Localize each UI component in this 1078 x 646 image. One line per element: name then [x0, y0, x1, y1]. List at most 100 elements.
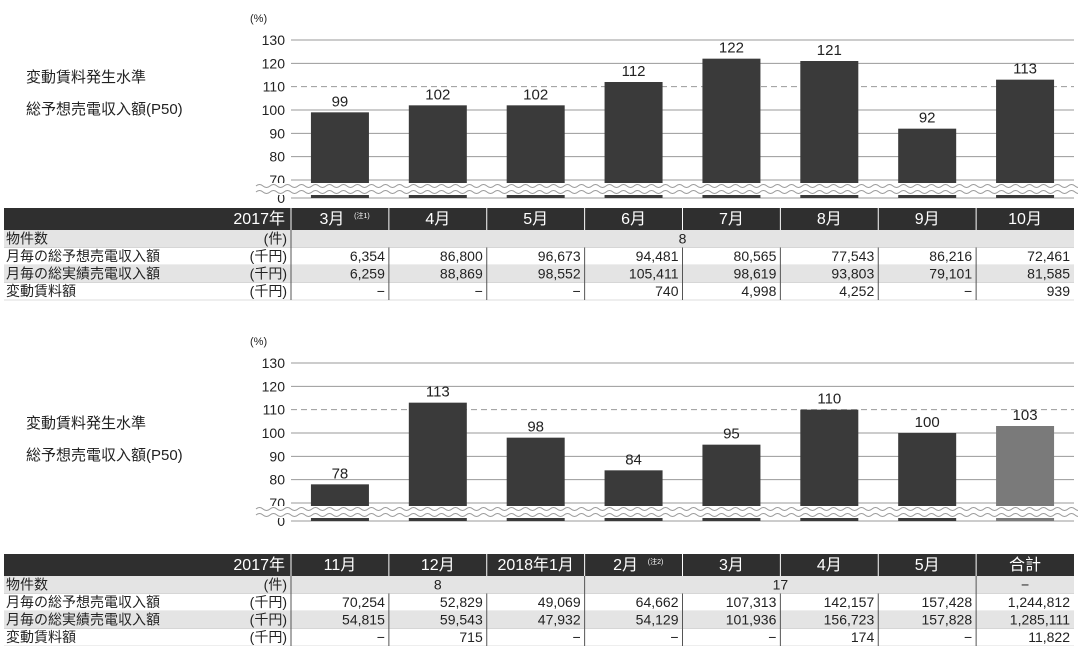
table-cell: 93,803 [831, 266, 874, 282]
bar-8月 [800, 61, 858, 198]
y-unit-label: (%) [250, 336, 267, 348]
table-cell: 88,869 [440, 266, 483, 282]
row-unit: (千円) [250, 266, 287, 282]
table-row: 月毎の総予想売電収入額 (千円) 6,354 86,800 96,673 94,481 80… [4, 248, 1074, 266]
data-label: 102 [523, 86, 548, 103]
table-cell: 72,461 [1027, 248, 1070, 264]
y-tick-label: 80 [269, 149, 285, 165]
table-cell: 715 [459, 629, 483, 645]
table-cell: − [475, 283, 483, 299]
table-cell: 81,585 [1027, 266, 1070, 282]
table-cell: − [377, 283, 385, 299]
column-header: 2月 [613, 557, 638, 574]
table-cell: 59,543 [440, 612, 483, 628]
column-header: 11月 [324, 557, 357, 574]
column-note: (注2) [648, 557, 664, 566]
column-header: 8月 [817, 211, 842, 228]
table-cell: 11,822 [1028, 629, 1070, 645]
row-label: 変動賃料額 [6, 283, 76, 299]
data-label: 100 [915, 414, 940, 431]
table-row: 月毎の総実績売電収入額 (千円) 54,815 59,543 47,932 54,129 1… [4, 611, 1074, 629]
table-cell: 4,998 [741, 283, 776, 299]
table-cell: 101,936 [726, 612, 777, 628]
side-label-level: 変動賃料発生水準 [26, 415, 146, 432]
span-cell: 17 [773, 577, 789, 593]
chart-section-1: 変動賃料発生水準総予想売電収入額(P50)(%)0708090100110120… [4, 13, 1078, 300]
table-cell: 6,259 [350, 266, 385, 282]
table-cell: 52,829 [440, 594, 483, 610]
span-cell: 8 [434, 577, 442, 593]
table-cell: 94,481 [636, 248, 679, 264]
table-cell: − [768, 629, 776, 645]
table-cell: 98,619 [734, 266, 777, 282]
row-label: 変動賃料額 [6, 629, 76, 645]
year-label: 2017年 [233, 210, 285, 228]
table-cell: 64,662 [636, 594, 679, 610]
y-tick-label: 90 [269, 125, 285, 141]
table-cell: 157,428 [922, 594, 973, 610]
table-cell: − [670, 629, 678, 645]
table-cell: − [964, 629, 972, 645]
data-label: 95 [723, 426, 740, 443]
column-note: (注1) [354, 211, 370, 220]
bar-12月 [409, 403, 467, 521]
table-row: 月毎の総実績売電収入額 (千円) 6,259 88,869 98,552 105,411 9… [4, 265, 1074, 283]
row-unit: (件) [264, 577, 287, 593]
table-row: 物件数 (件) 8 [4, 230, 1074, 248]
y-tick-label: 120 [262, 378, 286, 394]
table-cell: 54,815 [342, 612, 385, 628]
y-tick-label: 120 [262, 55, 286, 71]
row-label: 物件数 [6, 577, 48, 593]
column-header: 9月 [915, 211, 940, 228]
table-row: 物件数 (件) 8 17 − [4, 576, 1074, 594]
table-cell: 142,157 [824, 594, 875, 610]
table-cell: 54,129 [636, 612, 679, 628]
table-cell: 70,254 [342, 594, 385, 610]
y-tick-label: 100 [262, 102, 286, 118]
table-cell: 6,354 [350, 248, 385, 264]
table-cell: 49,069 [538, 594, 581, 610]
table-cell: 939 [1047, 283, 1071, 299]
row-label: 月毎の総予想売電収入額 [6, 594, 160, 610]
table-cell: 740 [655, 283, 679, 299]
year-label: 2017年 [233, 556, 285, 574]
row-label: 月毎の総予想売電収入額 [6, 248, 160, 264]
column-header: 3月 [719, 557, 744, 574]
side-label-level: 変動賃料発生水準 [26, 69, 146, 86]
table-cell: 1,244,812 [1008, 594, 1070, 610]
table-cell: 80,565 [734, 248, 777, 264]
column-header: 6月 [621, 211, 646, 228]
row-label: 月毎の総実績売電収入額 [6, 266, 160, 282]
data-label: 110 [817, 391, 841, 408]
row-background [4, 576, 1074, 594]
row-unit: (千円) [250, 248, 287, 264]
table-cell: 86,800 [440, 248, 483, 264]
row-unit: (千円) [250, 612, 287, 628]
table-cell: 86,216 [929, 248, 972, 264]
y-tick-label: 90 [269, 448, 285, 464]
table-cell: 96,673 [538, 248, 581, 264]
row-background [4, 230, 1074, 248]
column-header: 3月 [319, 211, 344, 228]
table-row: 変動賃料額 (千円) −715− − −174−11,822 [4, 629, 1074, 646]
table-cell: 47,932 [538, 612, 581, 628]
data-label: 112 [622, 63, 646, 80]
column-header: 4月 [425, 211, 450, 228]
table-cell: − [572, 283, 580, 299]
column-header: 5月 [915, 557, 940, 574]
table-cell: 79,101 [929, 266, 972, 282]
row-unit: (件) [264, 231, 287, 247]
table-cell: 1,285,111 [1010, 612, 1070, 628]
row-unit: (千円) [250, 283, 287, 299]
data-label: 122 [719, 40, 744, 57]
table-cell: 98,552 [538, 266, 581, 282]
data-label: 84 [625, 451, 642, 468]
table-cell: 105,411 [629, 266, 679, 282]
bar-4月 [800, 410, 858, 521]
column-header: 合計 [1009, 556, 1041, 574]
span-cell: 8 [679, 231, 687, 247]
table-cell: 77,543 [831, 248, 874, 264]
row-unit: (千円) [250, 629, 287, 645]
row-label: 物件数 [6, 231, 48, 247]
